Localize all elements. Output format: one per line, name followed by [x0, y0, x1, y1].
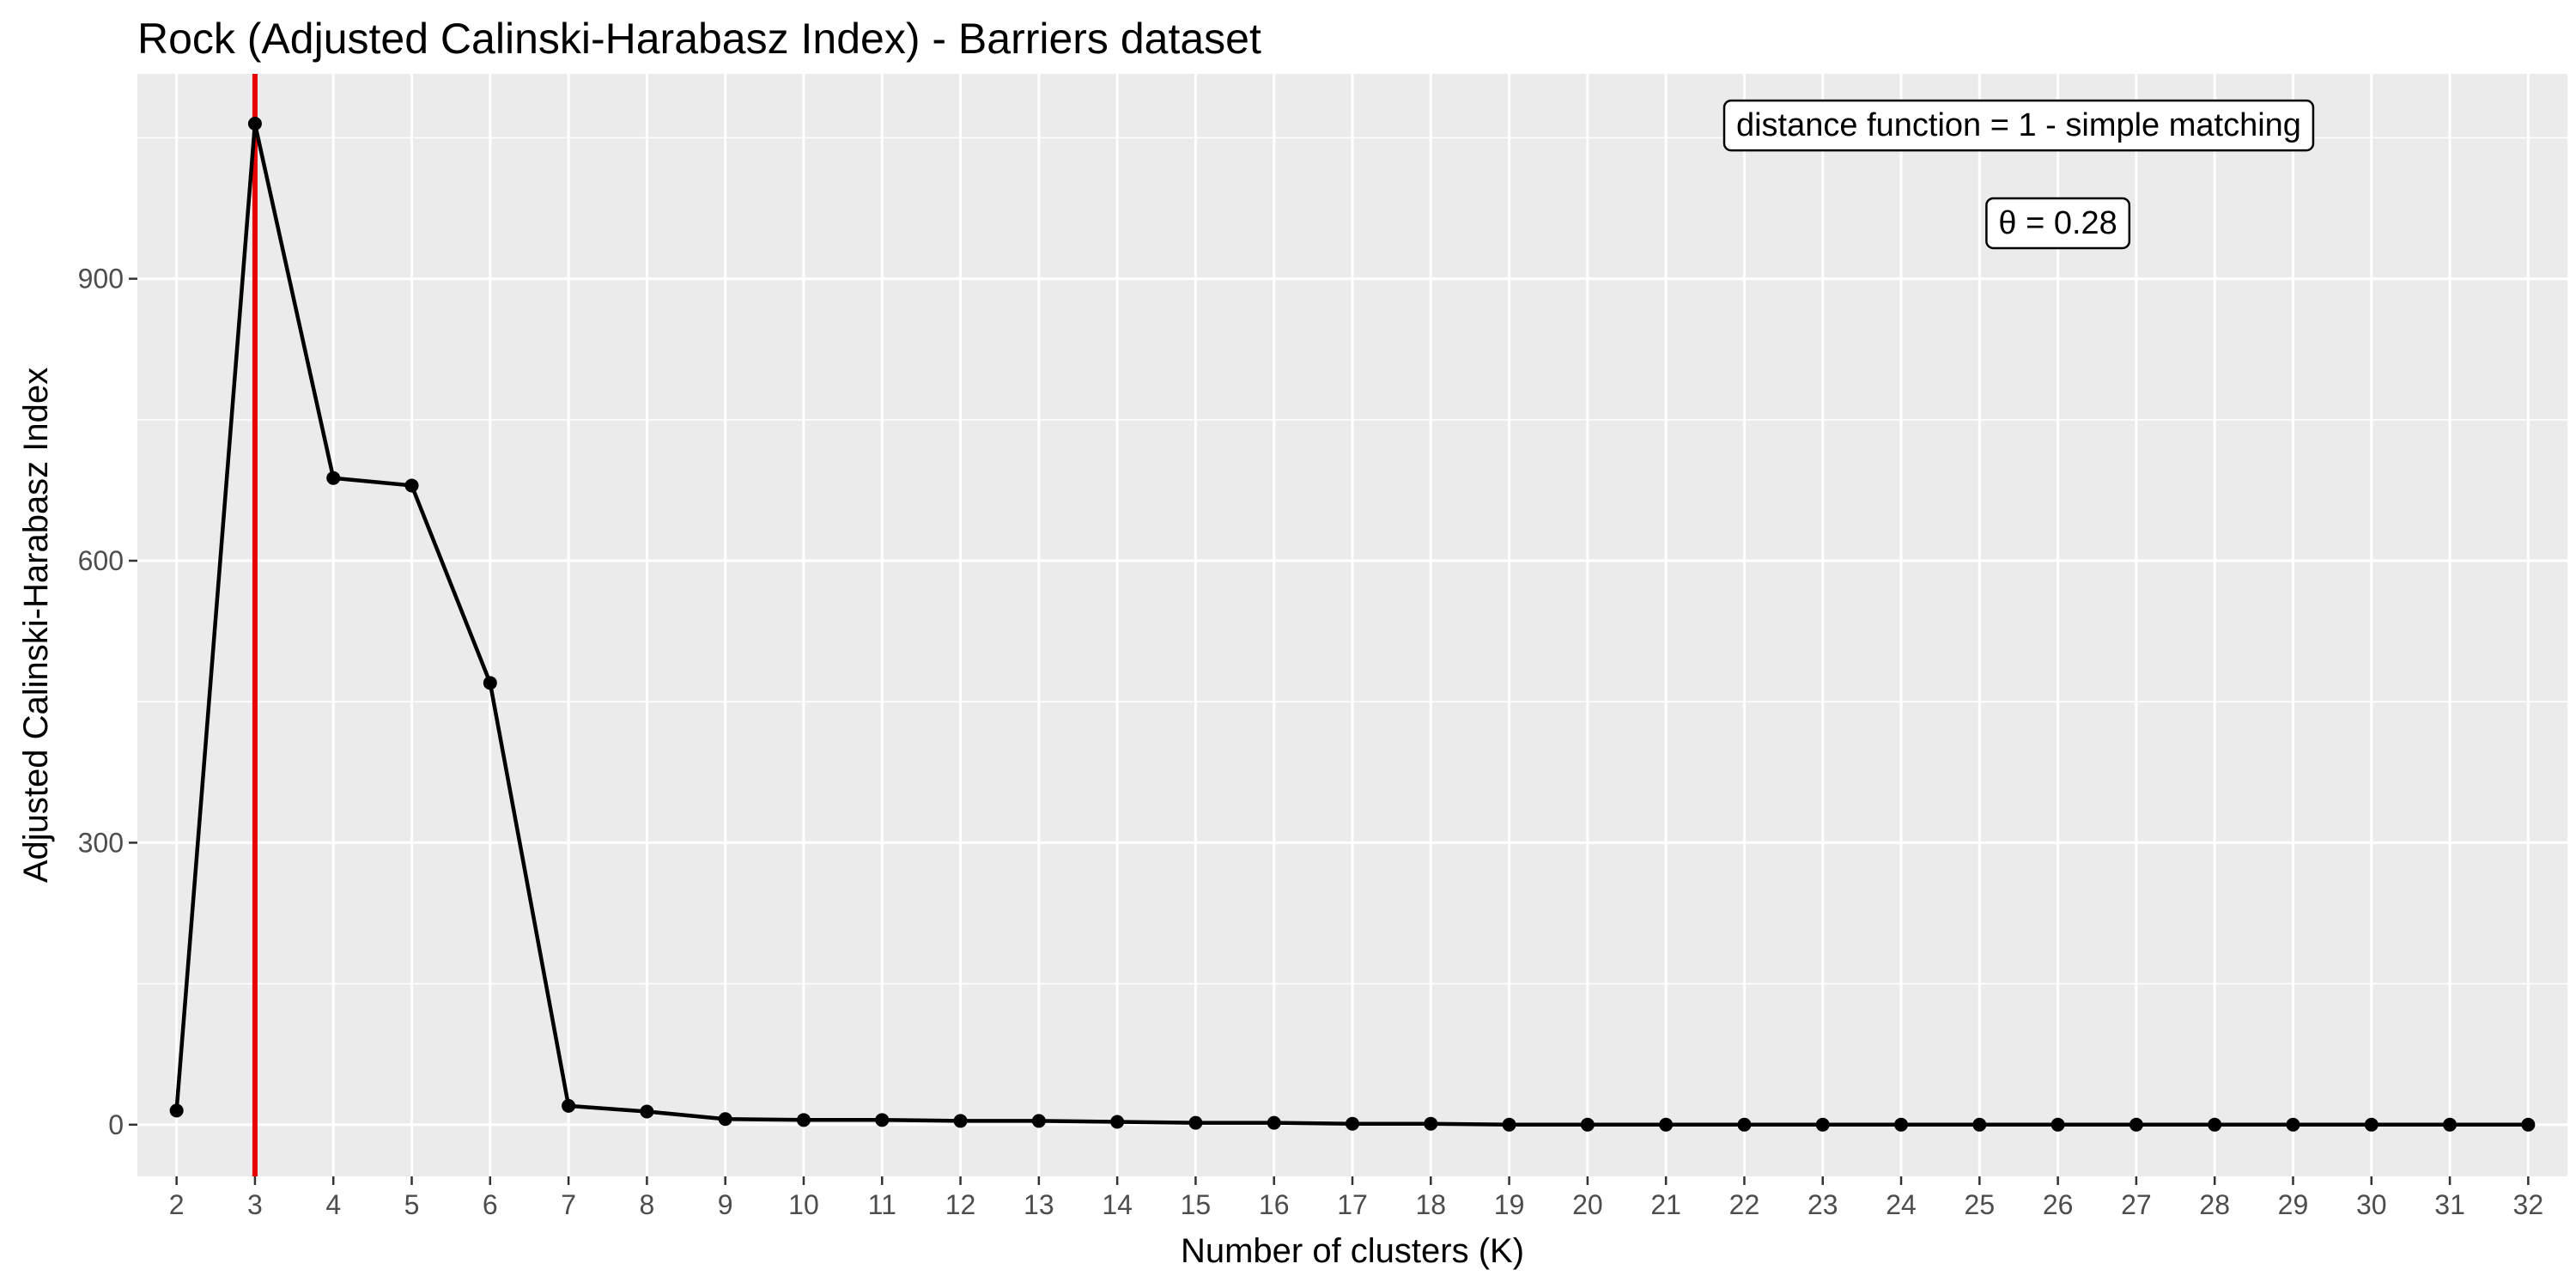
x-tick-label: 4 — [325, 1189, 341, 1220]
x-tick-label: 7 — [561, 1189, 576, 1220]
annotation-layer: distance function = 1 - simple matching θ… — [1722, 99, 2315, 250]
x-tick-label: 17 — [1337, 1189, 1368, 1220]
x-tick-label: 31 — [2434, 1189, 2465, 1220]
annotation-text: distance function = 1 - simple matching — [1736, 107, 2301, 143]
series-layer — [169, 117, 2536, 1132]
x-tick-label: 32 — [2513, 1189, 2544, 1220]
data-point — [1346, 1116, 1359, 1131]
x-tick-label: 19 — [1494, 1189, 1525, 1220]
x-tick-label: 16 — [1259, 1189, 1290, 1220]
data-point — [953, 1114, 968, 1128]
x-tick-label: 3 — [247, 1189, 263, 1220]
data-point — [1424, 1116, 1438, 1131]
x-tick-label: 29 — [2278, 1189, 2309, 1220]
y-axis-ticks: 0 300 600 900 — [78, 264, 137, 1140]
y-axis-title: Adjusted Calinski-Harabasz Index — [17, 368, 55, 883]
x-tick-label: 26 — [2043, 1189, 2074, 1220]
annotation-label: θ = 0.28 — [1985, 197, 2131, 250]
data-point — [483, 676, 497, 690]
data-point — [1894, 1117, 1909, 1132]
data-point — [718, 1112, 732, 1127]
data-point — [1031, 1114, 1046, 1128]
y-tick-label: 0 — [108, 1109, 124, 1140]
x-tick-label: 20 — [1572, 1189, 1603, 1220]
x-tick-label: 11 — [868, 1189, 896, 1220]
x-tick-label: 27 — [2121, 1189, 2152, 1220]
data-point — [169, 1103, 184, 1118]
data-point — [2208, 1117, 2222, 1132]
x-tick-label: 30 — [2356, 1189, 2387, 1220]
data-point — [2050, 1117, 2065, 1132]
x-tick-label: 15 — [1181, 1189, 1212, 1220]
x-tick-label: 13 — [1024, 1189, 1054, 1220]
data-point — [562, 1098, 576, 1113]
x-axis-ticks: 2 3 4 5 6 7 8 9 10 11 12 13 14 15 16 17 18 19 20 21 22 23 24 25… — [169, 1176, 2543, 1220]
data-point — [2443, 1117, 2458, 1132]
data-point — [1815, 1117, 1830, 1132]
y-tick-label: 900 — [78, 264, 124, 295]
x-tick-label: 21 — [1650, 1189, 1681, 1220]
data-point — [640, 1104, 654, 1119]
data-point — [1659, 1117, 1674, 1132]
data-point — [875, 1113, 890, 1127]
data-point — [1188, 1115, 1203, 1130]
annotation-label: distance function = 1 - simple matching — [1722, 99, 2315, 152]
x-tick-label: 10 — [788, 1189, 819, 1220]
x-tick-label: 8 — [639, 1189, 654, 1220]
y-tick-label: 600 — [78, 545, 124, 576]
data-point — [404, 478, 419, 493]
data-point — [2129, 1117, 2143, 1132]
x-tick-label: 5 — [404, 1189, 420, 1220]
x-tick-label: 9 — [718, 1189, 733, 1220]
annotation-box — [1722, 99, 2315, 152]
x-tick-label: 23 — [1807, 1189, 1838, 1220]
y-tick-label: 300 — [78, 827, 124, 858]
data-point — [1972, 1117, 1987, 1132]
data-point — [2286, 1117, 2300, 1132]
x-tick-label: 2 — [169, 1189, 185, 1220]
data-point — [1267, 1115, 1281, 1130]
annotation-box — [1985, 197, 2131, 250]
x-tick-label: 14 — [1102, 1189, 1133, 1220]
x-tick-label: 18 — [1415, 1189, 1446, 1220]
data-point — [1502, 1117, 1516, 1132]
x-tick-label: 24 — [1886, 1189, 1917, 1220]
x-tick-label: 6 — [483, 1189, 498, 1220]
data-point — [796, 1113, 811, 1127]
x-tick-label: 12 — [945, 1189, 976, 1220]
annotation-text: θ = 0.28 — [1998, 205, 2117, 241]
data-point — [247, 117, 262, 131]
x-tick-label: 25 — [1965, 1189, 1996, 1220]
x-tick-label: 28 — [2199, 1189, 2230, 1220]
chart-title: Rock (Adjusted Calinski-Harabasz Index) … — [137, 15, 1261, 63]
data-point — [1110, 1115, 1125, 1129]
data-point — [326, 471, 341, 485]
x-axis-title: Number of clusters (K) — [1181, 1232, 1524, 1270]
data-point — [1580, 1117, 1595, 1132]
data-point — [2521, 1117, 2536, 1132]
data-point — [2364, 1117, 2379, 1132]
data-point — [1737, 1117, 1752, 1132]
x-tick-label: 22 — [1729, 1189, 1760, 1220]
